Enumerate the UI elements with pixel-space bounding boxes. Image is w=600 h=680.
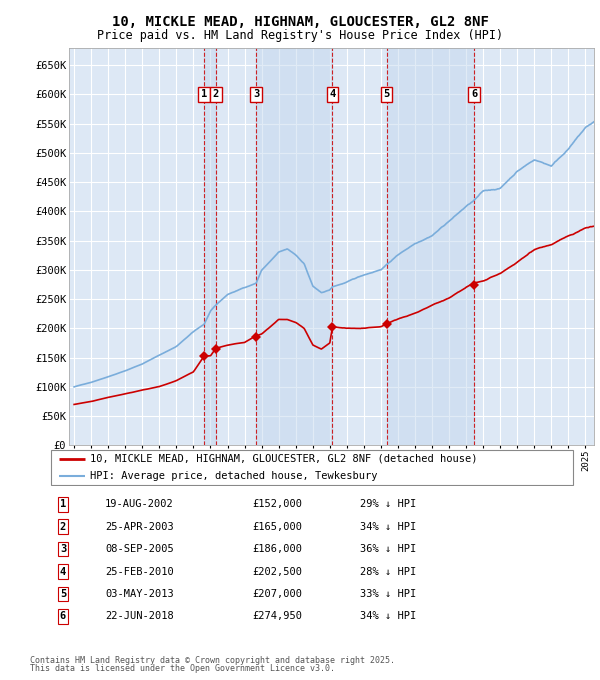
Text: 22-JUN-2018: 22-JUN-2018 (105, 611, 174, 622)
Text: 1: 1 (201, 89, 207, 99)
Bar (386, 48, 474, 445)
Text: 08-SEP-2005: 08-SEP-2005 (105, 544, 174, 554)
FancyBboxPatch shape (50, 450, 574, 485)
Text: 34% ↓ HPI: 34% ↓ HPI (360, 522, 416, 532)
Text: 25-APR-2003: 25-APR-2003 (105, 522, 174, 532)
Text: 5: 5 (383, 89, 389, 99)
Text: 10, MICKLE MEAD, HIGHNAM, GLOUCESTER, GL2 8NF (detached house): 10, MICKLE MEAD, HIGHNAM, GLOUCESTER, GL… (90, 454, 478, 464)
Text: 1: 1 (60, 499, 66, 509)
Text: 6: 6 (471, 89, 477, 99)
Text: 4: 4 (329, 89, 335, 99)
Text: 3: 3 (253, 89, 259, 99)
Text: 25-FEB-2010: 25-FEB-2010 (105, 566, 174, 577)
Text: £207,000: £207,000 (252, 589, 302, 599)
Text: 10, MICKLE MEAD, HIGHNAM, GLOUCESTER, GL2 8NF: 10, MICKLE MEAD, HIGHNAM, GLOUCESTER, GL… (112, 15, 488, 29)
Text: Contains HM Land Registry data © Crown copyright and database right 2025.: Contains HM Land Registry data © Crown c… (30, 656, 395, 665)
Text: £152,000: £152,000 (252, 499, 302, 509)
Text: 3: 3 (60, 544, 66, 554)
Text: HPI: Average price, detached house, Tewkesbury: HPI: Average price, detached house, Tewk… (90, 471, 378, 481)
Text: £165,000: £165,000 (252, 522, 302, 532)
Text: 19-AUG-2002: 19-AUG-2002 (105, 499, 174, 509)
Text: 5: 5 (60, 589, 66, 599)
Text: £274,950: £274,950 (252, 611, 302, 622)
Text: 4: 4 (60, 566, 66, 577)
Text: 03-MAY-2013: 03-MAY-2013 (105, 589, 174, 599)
Text: £186,000: £186,000 (252, 544, 302, 554)
Text: 2: 2 (60, 522, 66, 532)
Text: This data is licensed under the Open Government Licence v3.0.: This data is licensed under the Open Gov… (30, 664, 335, 673)
Bar (204, 48, 216, 445)
Text: 28% ↓ HPI: 28% ↓ HPI (360, 566, 416, 577)
Text: £202,500: £202,500 (252, 566, 302, 577)
Text: 36% ↓ HPI: 36% ↓ HPI (360, 544, 416, 554)
Text: 6: 6 (60, 611, 66, 622)
Bar (256, 48, 332, 445)
Text: Price paid vs. HM Land Registry's House Price Index (HPI): Price paid vs. HM Land Registry's House … (97, 29, 503, 41)
Text: 33% ↓ HPI: 33% ↓ HPI (360, 589, 416, 599)
Text: 34% ↓ HPI: 34% ↓ HPI (360, 611, 416, 622)
Text: 29% ↓ HPI: 29% ↓ HPI (360, 499, 416, 509)
Text: 2: 2 (213, 89, 219, 99)
